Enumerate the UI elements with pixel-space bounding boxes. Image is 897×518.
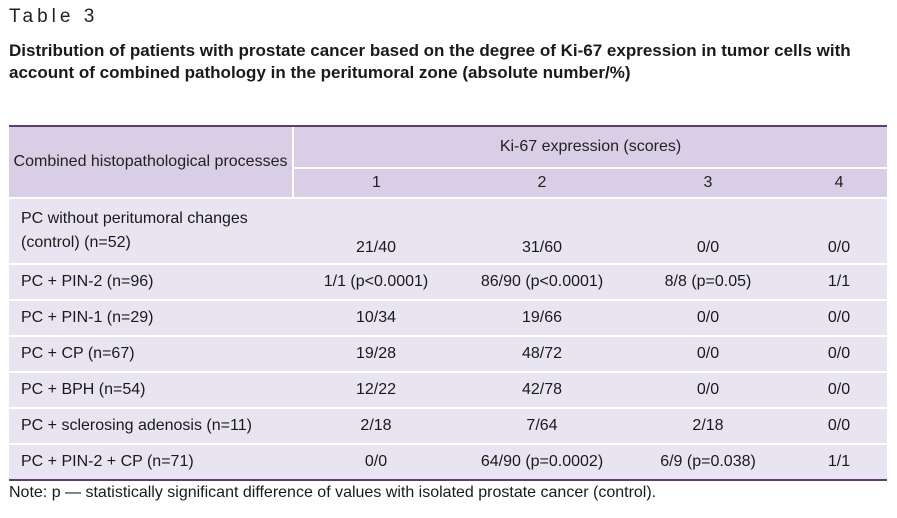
cell-score-3: 0/0 — [625, 371, 791, 408]
row-label-line: (control) (n=52) — [21, 234, 131, 251]
cell-score-2: 31/60 — [459, 197, 625, 264]
cell-score-1: 10/34 — [293, 299, 459, 336]
cell-score-3: 0/0 — [625, 197, 791, 264]
table-caption: Distribution of patients with prostate c… — [9, 41, 851, 82]
cell-score-2: 64/90 (p=0.0002) — [459, 443, 625, 479]
cell-score-4: 0/0 — [791, 335, 888, 372]
cell-score-2: 7/64 — [459, 407, 625, 444]
table-row: PC + sclerosing adenosis (n=11) 2/18 7/6… — [9, 407, 888, 444]
cell-score-2: 48/72 — [459, 335, 625, 372]
cell-score-1: 0/0 — [293, 443, 459, 479]
cell-score-3: 6/9 (p=0.038) — [625, 443, 791, 479]
row-label: PC + PIN-2 (n=96) — [9, 263, 293, 300]
table-note: Note: p — statistically significant diff… — [9, 484, 657, 501]
cell-score-3: 0/0 — [625, 335, 791, 372]
table-row: PC + BPH (n=54) 12/22 42/78 0/0 0/0 — [9, 371, 888, 408]
cell-score-4: 0/0 — [791, 407, 888, 444]
cell-score-4: 0/0 — [791, 371, 888, 408]
data-table: Combined histopathological processes Ki-… — [9, 127, 888, 479]
table-row: PC + PIN-1 (n=29) 10/34 19/66 0/0 0/0 — [9, 299, 888, 336]
table-row: PC + PIN-2 + CP (n=71) 0/0 64/90 (p=0.00… — [9, 443, 888, 479]
cell-score-2: 86/90 (p<0.0001) — [459, 263, 625, 300]
cell-score-1: 1/1 (p<0.0001) — [293, 263, 459, 300]
row-label: PC + sclerosing adenosis (n=11) — [9, 407, 293, 444]
row-label-line: PC without peritumoral changes — [21, 210, 248, 227]
cell-score-2: 19/66 — [459, 299, 625, 336]
score-header-4: 4 — [791, 167, 888, 198]
row-label: PC + CP (n=67) — [9, 335, 293, 372]
table-label: Table 3 — [9, 6, 99, 27]
process-column-header: Combined histopathological processes — [9, 127, 293, 198]
row-label: PC + PIN-1 (n=29) — [9, 299, 293, 336]
table-row: PC without peritumoral changes (control)… — [9, 197, 888, 264]
row-label: PC + BPH (n=54) — [9, 371, 293, 408]
score-header-2: 2 — [459, 167, 625, 198]
row-label: PC without peritumoral changes (control)… — [9, 197, 293, 264]
cell-score-4: 0/0 — [791, 197, 888, 264]
cell-score-3: 8/8 (p=0.05) — [625, 263, 791, 300]
cell-score-1: 2/18 — [293, 407, 459, 444]
score-header-1: 1 — [292, 167, 459, 198]
score-header-3: 3 — [625, 167, 791, 198]
cell-score-3: 0/0 — [625, 299, 791, 336]
cell-score-2: 42/78 — [459, 371, 625, 408]
cell-score-4: 0/0 — [791, 299, 888, 336]
ki67-group-header: Ki-67 expression (scores) — [291, 127, 888, 169]
cell-score-1: 21/40 — [293, 197, 459, 264]
table-row: PC + PIN-2 (n=96) 1/1 (p<0.0001) 86/90 (… — [9, 263, 888, 300]
data-table-container: Combined histopathological processes Ki-… — [9, 125, 888, 481]
cell-score-1: 12/22 — [293, 371, 459, 408]
table-row: PC + CP (n=67) 19/28 48/72 0/0 0/0 — [9, 335, 888, 372]
row-label: PC + PIN-2 + CP (n=71) — [9, 443, 293, 479]
cell-score-3: 2/18 — [625, 407, 791, 444]
cell-score-4: 1/1 — [791, 263, 888, 300]
cell-score-1: 19/28 — [293, 335, 459, 372]
cell-score-4: 1/1 — [791, 443, 888, 479]
